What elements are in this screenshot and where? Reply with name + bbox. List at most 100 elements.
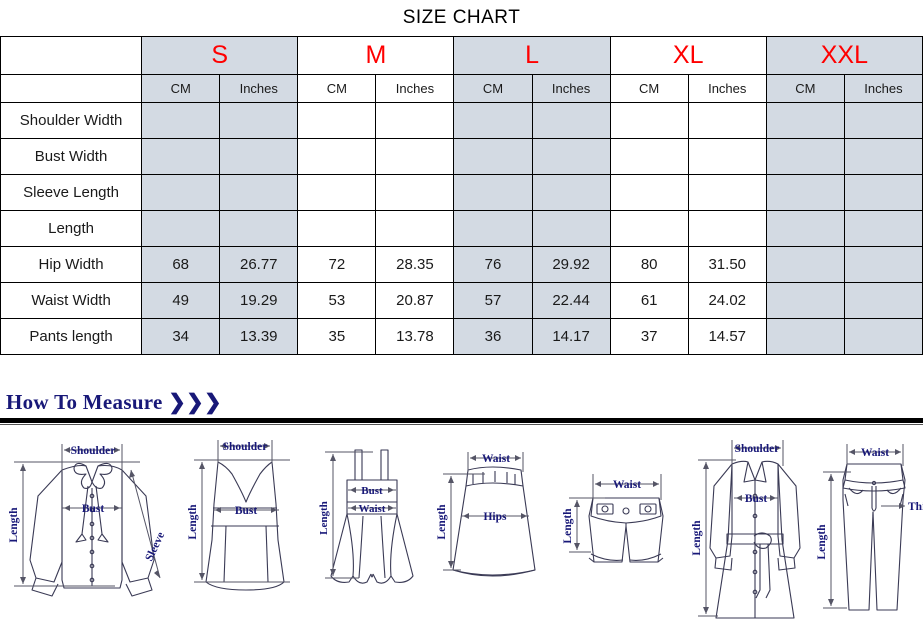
cell <box>219 210 299 247</box>
table-row: Pants length 34 13.39 35 13.78 36 14.17 … <box>0 318 923 355</box>
table-row: Sleeve Length <box>0 174 923 211</box>
unit-cell-s-cm: CM <box>141 74 221 103</box>
cell <box>453 174 533 211</box>
figure-label: Hips <box>483 511 507 523</box>
cell: 80 <box>609 246 689 283</box>
table-row: Shoulder Width <box>0 102 923 139</box>
figure-label: Waist <box>613 479 641 491</box>
cell <box>375 138 455 175</box>
cell <box>843 318 923 355</box>
cell: 34 <box>141 318 221 355</box>
how-to-measure-label: How To Measure <box>6 390 163 414</box>
figure-trousers: Waist Thigh Length <box>815 430 923 638</box>
cell <box>843 102 923 139</box>
figure-label: Length <box>8 507 20 543</box>
table-row: Hip Width 68 26.77 72 28.35 76 29.92 80 … <box>0 246 923 283</box>
figure-trench-coat: Shoulder Bust Length <box>690 430 815 638</box>
page-title: SIZE CHART <box>402 7 521 28</box>
cell <box>765 246 845 283</box>
unit-cell-l-cm: CM <box>453 74 533 103</box>
banner-rule <box>0 418 923 423</box>
cell <box>609 210 689 247</box>
cell <box>219 138 299 175</box>
banner-rule-thin <box>0 424 923 425</box>
row-label: Sleeve Length <box>0 174 143 211</box>
cell <box>843 174 923 211</box>
cell <box>453 102 533 139</box>
cell <box>141 138 221 175</box>
cell: 19.29 <box>219 282 299 319</box>
unit-cell-xl-cm: CM <box>609 74 689 103</box>
cell: 13.78 <box>375 318 455 355</box>
cell <box>843 210 923 247</box>
figure-camisole: Shoulder Bust Length <box>180 430 315 638</box>
cell: 57 <box>453 282 533 319</box>
figure-label: Shoulder <box>735 443 780 455</box>
cell <box>843 138 923 175</box>
cell <box>375 102 455 139</box>
cell: 14.17 <box>531 318 611 355</box>
row-label: Hip Width <box>0 246 143 283</box>
size-header-m: M <box>297 36 455 75</box>
cell <box>765 174 845 211</box>
figure-label: Shoulder <box>71 445 116 457</box>
cell: 22.44 <box>531 282 611 319</box>
table-header-row-units: CM Inches CM Inches CM Inches CM Inches … <box>0 74 923 103</box>
size-header-xl: XL <box>609 36 767 75</box>
header-corner-cell <box>0 36 143 75</box>
size-label-xxl: XXL <box>820 41 869 69</box>
unit-cell-m-in: Inches <box>375 74 455 103</box>
figure-label: Bust <box>361 485 383 497</box>
cell <box>297 102 377 139</box>
figure-label: Waist <box>482 453 510 465</box>
cell <box>687 174 767 211</box>
cell <box>765 102 845 139</box>
cell <box>765 282 845 319</box>
how-to-measure-banner: How To Measure ❯❯❯ <box>0 388 923 425</box>
figure-label: Shoulder <box>223 441 268 453</box>
size-label-m: M <box>365 41 387 69</box>
figure-blouse: Shoulder Bust Sleeve Length <box>0 430 180 638</box>
row-label: Bust Width <box>0 138 143 175</box>
cell: 29.92 <box>531 246 611 283</box>
figure-label: Length <box>691 520 703 556</box>
cell: 37 <box>609 318 689 355</box>
cell <box>609 174 689 211</box>
row-label: Waist Width <box>0 282 143 319</box>
how-to-measure-heading: How To Measure ❯❯❯ <box>6 390 222 415</box>
cell <box>765 138 845 175</box>
cell <box>141 174 221 211</box>
cell: 76 <box>453 246 533 283</box>
size-label-s: S <box>211 41 229 69</box>
cell <box>843 282 923 319</box>
figure-strap-dress: Bust Waist Length <box>315 430 435 638</box>
unit-cell-s-in: Inches <box>219 74 299 103</box>
cell: 20.87 <box>375 282 455 319</box>
figure-label: Thigh <box>908 501 923 513</box>
cell: 61 <box>609 282 689 319</box>
unit-cell-l-in: Inches <box>531 74 611 103</box>
cell <box>219 102 299 139</box>
cell: 28.35 <box>375 246 455 283</box>
size-header-xxl: XXL <box>765 36 923 75</box>
cell: 13.39 <box>219 318 299 355</box>
figure-skirt: Waist Hips Length <box>435 430 555 638</box>
cell <box>609 102 689 139</box>
table-row: Length <box>0 210 923 247</box>
cell: 68 <box>141 246 221 283</box>
cell <box>531 102 611 139</box>
unit-cell-xxl-in: Inches <box>843 74 923 103</box>
unit-cell-xxl-cm: CM <box>765 74 845 103</box>
cell <box>687 210 767 247</box>
measurement-figures: Shoulder Bust Sleeve Length <box>0 430 923 638</box>
cell: 26.77 <box>219 246 299 283</box>
cell: 53 <box>297 282 377 319</box>
table-row: Bust Width <box>0 138 923 175</box>
cell <box>765 210 845 247</box>
row-label: Length <box>0 210 143 247</box>
figure-label: Sleeve <box>143 530 167 563</box>
cell <box>375 174 455 211</box>
figure-label: Length <box>318 501 330 535</box>
cell: 31.50 <box>687 246 767 283</box>
